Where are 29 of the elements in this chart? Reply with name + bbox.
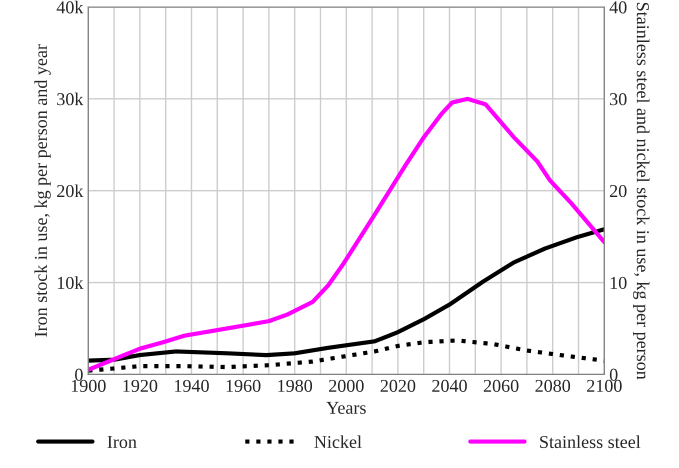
line-series [88, 227, 604, 363]
x-tick-label: 2040 [432, 380, 467, 392]
y2-tick-label: 40 [610, 1, 627, 14]
y-tick-label: 0 [75, 368, 83, 381]
y-tick-label: 20k [57, 184, 84, 198]
x-tick-label: 1940 [175, 380, 209, 392]
y-tick-label: 30k [57, 92, 84, 106]
y-axis-title: Iron stock in use, kg per person and year [34, 44, 51, 337]
x-tick-label: 1960 [226, 380, 260, 392]
y2-tick-label: 0 [610, 368, 618, 381]
y2-axis-title: Stainless steel and nickel stock in use, kg per person [633, 2, 650, 380]
legend-label: Nickel [314, 435, 362, 448]
x-tick-label: 2100 [587, 380, 622, 392]
y2-tick-label: 30 [610, 93, 627, 106]
x-tick-label: 2020 [380, 380, 416, 392]
y-tick-label: 10k [58, 276, 84, 289]
y2-tick-label: 20 [610, 184, 627, 198]
y-tick-label: 40k [56, 0, 84, 14]
x-tick-label: 1920 [123, 380, 158, 392]
x-tick-label: 2080 [535, 380, 570, 392]
legend-label: Stainless steel [540, 435, 640, 448]
x-tick-label: 1900 [72, 380, 106, 392]
x-axis-title: Years [326, 402, 366, 414]
x-tick-label: 2000 [329, 380, 364, 392]
y2-tick-label: 10 [610, 276, 627, 289]
legend-label: Iron [108, 436, 137, 448]
x-tick-label: 1980 [278, 380, 312, 392]
line-series [88, 96, 604, 372]
x-tick-label: 2060 [484, 380, 518, 392]
